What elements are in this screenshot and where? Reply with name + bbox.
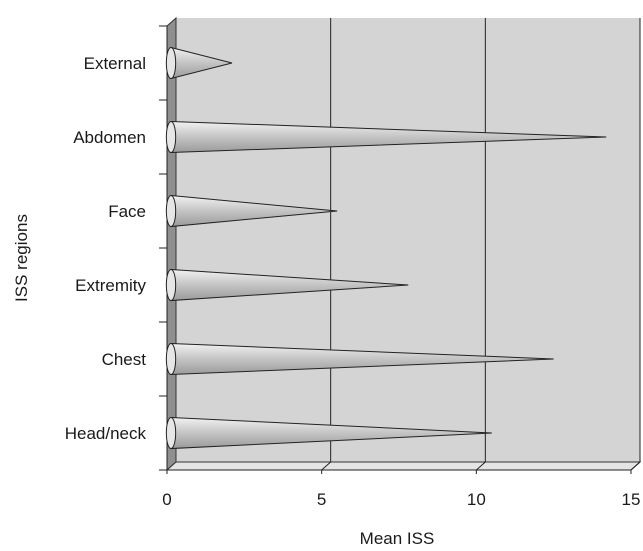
gridlines bbox=[321, 18, 641, 471]
x-tick-label: 0 bbox=[162, 490, 171, 509]
cone-base bbox=[165, 120, 177, 154]
cone-base bbox=[165, 416, 177, 450]
x-tick-label: 5 bbox=[317, 490, 326, 509]
bar-extremity bbox=[165, 268, 409, 302]
bar-head-neck bbox=[165, 416, 492, 450]
cone-base bbox=[165, 46, 177, 80]
bar-chest bbox=[165, 342, 554, 376]
plot-back-wall bbox=[176, 18, 640, 462]
category-label: Abdomen bbox=[73, 128, 146, 147]
cone-base bbox=[165, 268, 177, 302]
y-axis-title: ISS regions bbox=[12, 214, 31, 302]
bars bbox=[165, 46, 607, 450]
bar-face bbox=[165, 194, 338, 228]
cone-base bbox=[165, 194, 177, 228]
category-label: Extremity bbox=[75, 276, 146, 295]
plot-background bbox=[165, 16, 642, 472]
x-axis-title: Mean ISS bbox=[360, 529, 435, 548]
x-tick-label: 15 bbox=[622, 490, 641, 509]
bar-external bbox=[165, 46, 233, 80]
plot-floor bbox=[165, 461, 642, 471]
gridline-floor bbox=[476, 461, 486, 471]
axes bbox=[159, 25, 632, 474]
bar-abdomen bbox=[165, 120, 607, 154]
cone-base bbox=[165, 342, 177, 376]
category-label: Chest bbox=[102, 350, 147, 369]
gridline-floor bbox=[630, 461, 641, 471]
gridline-floor bbox=[321, 461, 331, 471]
labels: Mean ISS ISS regions 0 5 10 15 Head/neck Ches… bbox=[12, 54, 640, 548]
x-tick-label: 10 bbox=[467, 490, 486, 509]
category-label: External bbox=[84, 54, 146, 73]
category-label: Head/neck bbox=[65, 424, 147, 443]
category-label: Face bbox=[108, 202, 146, 221]
plot-left-wall bbox=[166, 16, 177, 472]
